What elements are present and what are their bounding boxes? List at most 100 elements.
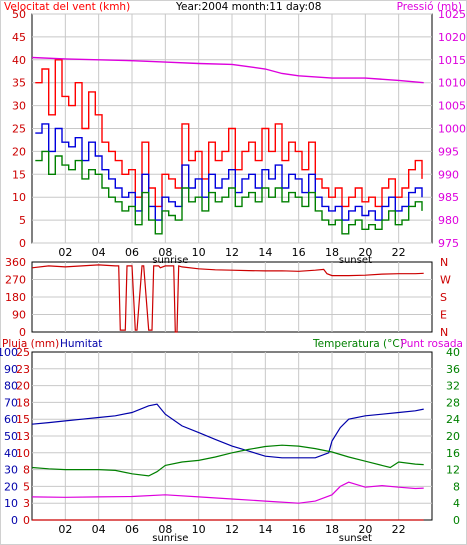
wind-ytick: 35	[12, 77, 26, 90]
wind-ytick: 30	[12, 100, 26, 113]
temperature-ytick: 16	[446, 447, 460, 460]
hour-label: 06	[125, 246, 139, 259]
compass-label: W	[440, 274, 451, 287]
hour-label: 08	[158, 523, 172, 536]
compass-label: E	[440, 309, 447, 322]
wind-title: Velocitat del vent (kmh)	[4, 1, 130, 13]
hour-label: 16	[292, 523, 306, 536]
humidity-ytick: 100	[0, 346, 18, 359]
rain-ytick: 18	[16, 396, 30, 409]
dew-point-title: Punt rosada	[401, 338, 463, 350]
pressure-ytick: 1000	[438, 123, 466, 136]
wind-ytick: 15	[12, 168, 26, 181]
pressure-ytick: 985	[438, 191, 459, 204]
rain-ytick: 20	[16, 380, 30, 393]
compass-label: S	[440, 291, 447, 304]
pressure-title: Pressió (mb)	[397, 1, 462, 13]
sunrise-label-bottom: sunrise	[152, 533, 188, 544]
pressure-ytick: 995	[438, 145, 459, 158]
wind-ytick: 40	[12, 54, 26, 67]
direction-ytick: 180	[5, 291, 26, 304]
hour-label: 02	[58, 523, 72, 536]
humidity-ytick: 30	[4, 464, 18, 477]
temperature-title: Temperatura (°C)	[312, 338, 404, 350]
hour-label: 20	[358, 246, 372, 259]
hour-label: 04	[92, 523, 106, 536]
rain-ytick: 13	[16, 430, 30, 443]
hour-label: 14	[258, 246, 272, 259]
hour-label: 06	[125, 523, 139, 536]
wind-ytick: 0	[19, 237, 26, 250]
hour-label: 20	[358, 523, 372, 536]
series-dew_point	[31, 481, 424, 504]
temperature-ytick: 4	[453, 497, 460, 510]
hour-label: 22	[392, 246, 406, 259]
hour-label: 12	[225, 246, 239, 259]
pressure-ytick: 980	[438, 214, 459, 227]
rain-ytick: 15	[16, 413, 30, 426]
direction-ytick: 270	[5, 274, 26, 287]
hour-label: 16	[292, 246, 306, 259]
humidity-ytick: 90	[4, 363, 18, 376]
series-layer	[31, 56, 424, 521]
sunrise-label-top: sunrise	[152, 255, 188, 266]
temperature-ytick: 20	[446, 430, 460, 443]
pressure-ytick: 1015	[438, 54, 466, 67]
pressure-ytick: 990	[438, 168, 459, 181]
direction-ytick: 0	[19, 326, 26, 339]
rain-ytick: 10	[16, 447, 30, 460]
series-temperature	[31, 444, 424, 477]
humidity-title: Humitat	[60, 338, 102, 350]
wind-ytick: 5	[19, 214, 26, 227]
rain-ytick: 3	[23, 497, 30, 510]
pressure-ytick: 1005	[438, 100, 466, 113]
direction-ytick: 90	[12, 309, 26, 322]
compass-label: N	[440, 326, 448, 339]
hour-label: 22	[392, 523, 406, 536]
rain-ytick: 0	[23, 514, 30, 527]
hour-label: 02	[58, 246, 72, 259]
hour-label: 10	[192, 246, 206, 259]
humidity-ytick: 40	[4, 447, 18, 460]
series-wind_max	[35, 59, 423, 208]
rain-ytick: 5	[23, 480, 30, 493]
hour-label: 18	[325, 523, 339, 536]
wind-ytick: 45	[12, 31, 26, 44]
humidity-ytick: 80	[4, 380, 18, 393]
pressure-ytick: 1020	[438, 31, 466, 44]
temperature-ytick: 8	[453, 480, 460, 493]
temperature-ytick: 36	[446, 363, 460, 376]
hour-label: 04	[92, 246, 106, 259]
hour-label: 18	[325, 246, 339, 259]
temperature-ytick: 32	[446, 380, 460, 393]
hour-label: 12	[225, 523, 239, 536]
humidity-ytick: 70	[4, 396, 18, 409]
temperature-ytick: 28	[446, 396, 460, 409]
hour-label: 10	[192, 523, 206, 536]
series-wind_min	[35, 150, 423, 235]
rain-ytick: 8	[23, 464, 30, 477]
direction-ytick: 360	[5, 256, 26, 269]
pressure-ytick: 1025	[438, 8, 466, 21]
compass-label: N	[440, 256, 448, 269]
humidity-ytick: 0	[11, 514, 18, 527]
hour-label: 08	[158, 246, 172, 259]
pressure-ytick: 1010	[438, 77, 466, 90]
rain-title: Pluja (mm)	[2, 338, 59, 350]
series-pressure	[31, 56, 424, 84]
wind-ytick: 10	[12, 191, 26, 204]
wind-ytick: 25	[12, 123, 26, 136]
temperature-ytick: 24	[446, 413, 460, 426]
hour-label: 14	[258, 523, 272, 536]
humidity-ytick: 20	[4, 480, 18, 493]
series-wind_direction	[31, 264, 424, 333]
date-title: Year:2004 month:11 day:08	[175, 1, 321, 13]
humidity-ytick: 60	[4, 413, 18, 426]
humidity-ytick: 10	[4, 497, 18, 510]
sunset-label-top: sunset	[339, 255, 372, 266]
tick-layer: 0510152025303540455097598098599099510001…	[0, 8, 466, 536]
temperature-ytick: 0	[453, 514, 460, 527]
temperature-ytick: 12	[446, 464, 460, 477]
wind-ytick: 20	[12, 145, 26, 158]
